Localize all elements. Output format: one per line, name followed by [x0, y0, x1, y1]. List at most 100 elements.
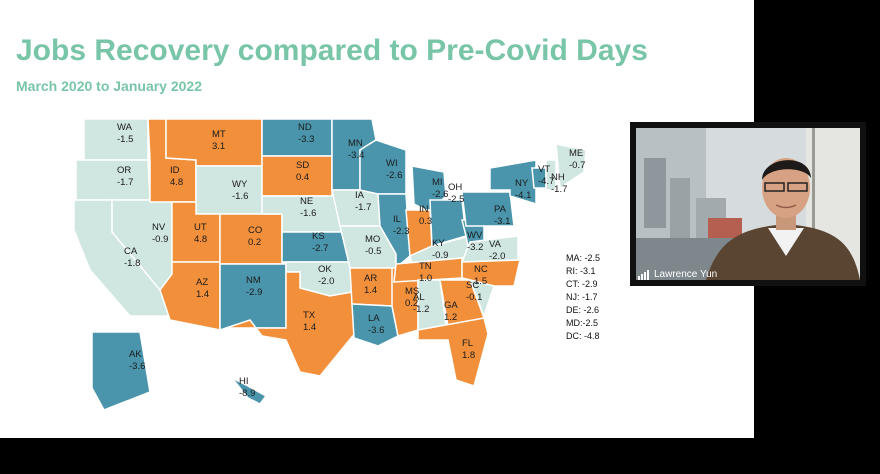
state-abbr-or: OR — [117, 165, 131, 176]
state-value-ne: -1.6 — [300, 208, 316, 219]
state-abbr-il: IL — [393, 214, 401, 225]
state-value-pa: -3.1 — [494, 216, 510, 227]
state-abbr-nm: NM — [246, 275, 261, 286]
legend-item-nj: NJ: -1.7 — [566, 292, 598, 302]
state-value-ak: -3.6 — [129, 361, 145, 372]
state-abbr-ar: AR — [364, 273, 377, 284]
state-me — [555, 143, 587, 190]
state-value-il: -2.3 — [393, 226, 409, 237]
state-ny — [489, 159, 537, 206]
state-value-mo: -0.5 — [365, 246, 381, 257]
state-value-tx: 1.4 — [303, 322, 316, 333]
state-abbr-mt: MT — [212, 129, 226, 140]
legend-item-ri: RI: -3.1 — [566, 266, 596, 276]
state-value-ny: -4.1 — [515, 190, 531, 201]
state-abbr-mo: MO — [365, 234, 380, 245]
state-value-ca: -1.8 — [124, 258, 140, 269]
state-abbr-wa: WA — [117, 122, 133, 133]
state-wa — [83, 118, 149, 161]
state-value-co: 0.2 — [248, 237, 261, 248]
state-value-nm: -2.9 — [246, 287, 262, 298]
state-value-ga: 1.2 — [444, 312, 457, 323]
state-abbr-sc: SC — [466, 280, 479, 291]
state-value-mt: 3.1 — [212, 141, 225, 152]
state-value-wy: -1.6 — [232, 191, 248, 202]
state-abbr-pa: PA — [494, 204, 507, 215]
state-nh — [545, 159, 557, 191]
presentation-slide: Jobs Recovery compared to Pre-Covid Days… — [0, 0, 754, 438]
state-abbr-co: CO — [248, 225, 262, 236]
state-abbr-nh: NH — [551, 172, 565, 183]
us-map: WA-1.5OR-1.7CA-1.8NV-0.9ID4.8MT3.1WY-1.6… — [73, 118, 587, 411]
legend-item-ct: CT: -2.9 — [566, 279, 598, 289]
state-value-fl: 1.8 — [462, 350, 475, 361]
state-nc — [461, 259, 521, 287]
participant-name: Lawrence Yun — [654, 269, 718, 280]
state-wi — [359, 139, 407, 195]
state-value-oh: -2.5 — [448, 194, 464, 205]
state-abbr-ga: GA — [444, 300, 458, 311]
labels-layer: WA-1.5OR-1.7CA-1.8NV-0.9ID4.8MT3.1WY-1.6… — [117, 122, 585, 399]
state-value-hi: -8.9 — [239, 388, 255, 399]
state-fl — [417, 317, 489, 387]
state-abbr-ms: MS — [405, 286, 419, 297]
state-abbr-ne: NE — [300, 196, 313, 207]
state-abbr-ca: CA — [124, 246, 138, 257]
state-value-or: -1.7 — [117, 177, 133, 188]
state-value-ky: -0.9 — [432, 250, 448, 261]
state-value-ar: 1.4 — [364, 285, 377, 296]
state-value-al: -1.2 — [413, 304, 429, 315]
state-abbr-az: AZ — [196, 277, 208, 288]
state-value-nc: 1.5 — [474, 276, 487, 287]
state-value-ut: 4.8 — [194, 234, 207, 245]
state-value-ok: -2.0 — [318, 276, 334, 287]
state-value-sc: -0.1 — [466, 292, 482, 303]
state-abbr-mi: MI — [432, 177, 443, 188]
state-abbr-mn: MN — [348, 138, 363, 149]
state-abbr-oh: OH — [448, 182, 462, 193]
state-sc — [461, 277, 495, 319]
slide-subtitle: March 2020 to January 2022 — [16, 78, 202, 94]
state-abbr-nv: NV — [152, 222, 166, 233]
state-nd — [261, 118, 333, 157]
state-la — [351, 303, 399, 347]
state-abbr-hi: HI — [239, 376, 249, 387]
state-abbr-nd: ND — [298, 122, 312, 133]
state-abbr-tn: TN — [419, 261, 432, 272]
state-value-vt: -4.7 — [538, 176, 554, 187]
state-value-in: 0.3 — [419, 216, 432, 227]
state-value-wv: -3.2 — [467, 242, 483, 253]
legend-item-de: DE: -2.6 — [566, 305, 600, 315]
legend-item-md: MD:-2.5 — [566, 318, 599, 328]
state-value-nv: -0.9 — [152, 234, 168, 245]
state-abbr-ia: IA — [355, 190, 365, 201]
state-value-nh: -1.7 — [551, 184, 567, 195]
state-abbr-ks: KS — [312, 231, 325, 242]
state-value-ks: -2.7 — [312, 243, 328, 254]
signal-bars-icon — [638, 269, 650, 280]
state-value-ia: -1.7 — [355, 202, 371, 213]
state-value-la: -3.6 — [368, 325, 384, 336]
state-abbr-wv: WV — [467, 230, 483, 241]
state-value-az: 1.4 — [196, 289, 209, 300]
state-abbr-sd: SD — [296, 160, 309, 171]
state-abbr-tx: TX — [303, 310, 316, 321]
state-pa — [461, 191, 515, 227]
state-abbr-ok: OK — [318, 264, 332, 275]
state-or — [75, 159, 151, 201]
state-value-ms: 0.2 — [405, 298, 418, 309]
slide-title: Jobs Recovery compared to Pre-Covid Days — [16, 34, 648, 67]
state-value-tn: 1.0 — [419, 273, 432, 284]
state-abbr-ky: KY — [432, 238, 445, 249]
state-abbr-in: IN — [419, 204, 429, 215]
state-tx — [225, 271, 357, 377]
state-abbr-id: ID — [170, 165, 180, 176]
state-value-me: -0.7 — [569, 160, 585, 171]
video-tile[interactable]: Lawrence Yun — [630, 122, 866, 286]
state-value-mn: -3.4 — [348, 150, 364, 161]
state-value-sd: 0.4 — [296, 172, 309, 183]
state-value-va: -2.0 — [489, 251, 505, 262]
state-abbr-fl: FL — [462, 338, 473, 349]
state-value-mi: -2.6 — [432, 189, 448, 200]
state-abbr-wy: WY — [232, 179, 248, 190]
